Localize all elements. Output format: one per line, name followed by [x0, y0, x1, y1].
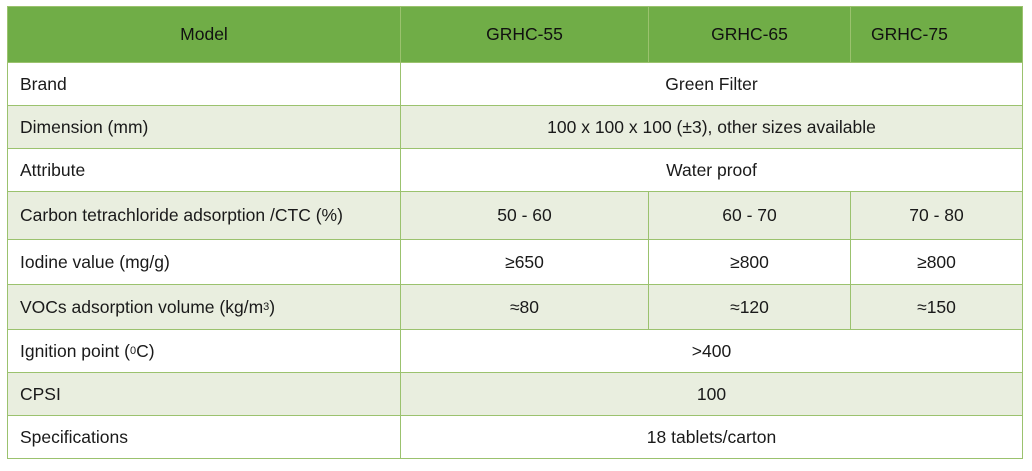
iodine-value-3: ≥800 — [850, 239, 1023, 285]
header-model-1: GRHC-55 — [400, 6, 649, 63]
vocs-value-1: ≈80 — [400, 284, 649, 330]
header-model-2: GRHC-65 — [648, 6, 851, 63]
specifications-value: 18 tablets/carton — [400, 415, 1023, 459]
row-attribute: Attribute Water proof — [7, 148, 1023, 192]
ctc-value-1: 50 - 60 — [400, 191, 649, 240]
row-iodine: Iodine value (mg/g) ≥650 ≥800 ≥800 — [7, 239, 1023, 285]
ctc-value-2: 60 - 70 — [648, 191, 851, 240]
ctc-value-3: 70 - 80 — [850, 191, 1023, 240]
vocs-label-sup: 3 — [263, 300, 270, 313]
dimension-value: 100 x 100 x 100 (±3), other sizes availa… — [400, 105, 1023, 149]
vocs-value-2: ≈120 — [648, 284, 851, 330]
ctc-label: Carbon tetrachloride adsorption /CTC (%) — [7, 191, 401, 240]
vocs-label: VOCs adsorption volume (kg/m3) — [7, 284, 401, 330]
ignition-label-prefix: Ignition point ( — [20, 340, 130, 361]
ignition-value: >400 — [400, 329, 1023, 373]
brand-value: Green Filter — [400, 62, 1023, 106]
row-dimension: Dimension (mm) 100 x 100 x 100 (±3), oth… — [7, 105, 1023, 149]
spec-table: Model GRHC-55 GRHC-65 GRHC-75 Brand Gree… — [7, 6, 1023, 459]
ignition-label-sup: 0 — [129, 344, 137, 357]
vocs-label-suffix: ) — [269, 296, 276, 317]
cpsi-value: 100 — [400, 372, 1023, 416]
dimension-label: Dimension (mm) — [7, 105, 401, 149]
header-model-label: Model — [7, 6, 401, 63]
row-specifications: Specifications 18 tablets/carton — [7, 415, 1023, 459]
header-row: Model GRHC-55 GRHC-65 GRHC-75 — [7, 6, 1023, 63]
attribute-label: Attribute — [7, 148, 401, 192]
ignition-label-suffix: C) — [136, 340, 155, 361]
row-cpsi: CPSI 100 — [7, 372, 1023, 416]
row-vocs: VOCs adsorption volume (kg/m3) ≈80 ≈120 … — [7, 284, 1023, 330]
iodine-value-1: ≥650 — [400, 239, 649, 285]
row-brand: Brand Green Filter — [7, 62, 1023, 106]
ignition-label: Ignition point (0C) — [7, 329, 401, 373]
vocs-label-prefix: VOCs adsorption volume (kg/m — [20, 296, 264, 317]
attribute-value: Water proof — [400, 148, 1023, 192]
vocs-value-3: ≈150 — [850, 284, 1023, 330]
spec-table-container: Model GRHC-55 GRHC-65 GRHC-75 Brand Gree… — [7, 6, 1023, 465]
brand-label: Brand — [7, 62, 401, 106]
header-model-3: GRHC-75 — [850, 6, 1023, 63]
iodine-label: Iodine value (mg/g) — [7, 239, 401, 285]
row-ignition: Ignition point (0C) >400 — [7, 329, 1023, 373]
iodine-value-2: ≥800 — [648, 239, 851, 285]
specifications-label: Specifications — [7, 415, 401, 459]
row-ctc: Carbon tetrachloride adsorption /CTC (%)… — [7, 191, 1023, 240]
cpsi-label: CPSI — [7, 372, 401, 416]
